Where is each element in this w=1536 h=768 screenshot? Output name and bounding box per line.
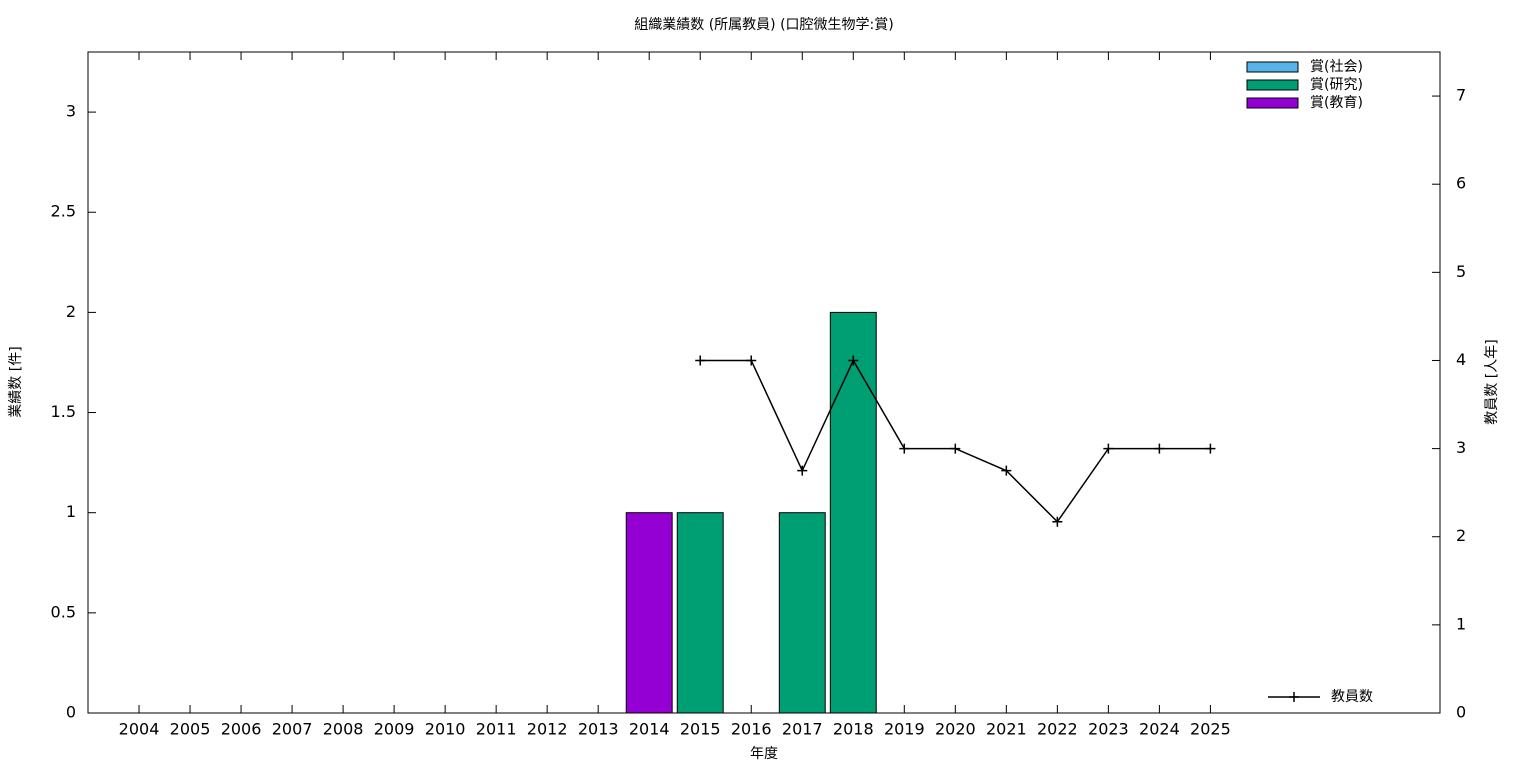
point: [797, 465, 808, 476]
x-tick-label: 2010: [425, 720, 466, 739]
y2-tick-label: 0: [1456, 703, 1466, 722]
point: [1205, 443, 1216, 454]
x-tick-label: 2006: [221, 720, 262, 739]
plot-frame: [87, 51, 1441, 714]
y2-tick-label: 6: [1456, 174, 1466, 193]
y-tick-label: 0: [66, 703, 76, 722]
x-tick-label: 2012: [527, 720, 568, 739]
x-tick-label: 2009: [374, 720, 415, 739]
x-tick-label: 2005: [170, 720, 211, 739]
y-axis-label: 業績数 [件]: [8, 346, 24, 417]
point: [1001, 465, 1012, 476]
legend-swatch: [1246, 61, 1299, 73]
bar: [676, 512, 724, 714]
y2-tick-label: 1: [1456, 614, 1466, 633]
x-tick-label: 2018: [833, 720, 874, 739]
x-tick-label: 2007: [272, 720, 313, 739]
point: [848, 355, 859, 366]
bar: [829, 311, 877, 714]
x-tick-label: 2017: [782, 720, 823, 739]
legend-swatch: [1246, 97, 1299, 109]
y2-tick-label: 7: [1456, 86, 1466, 105]
point: [695, 355, 706, 366]
legend-label: 賞(教育): [1310, 95, 1363, 111]
point: [1154, 443, 1165, 454]
x-tick-label: 2025: [1190, 720, 1231, 739]
y-tick-label: 3: [66, 102, 76, 121]
legend-label: 賞(研究): [1310, 77, 1363, 93]
y-tick-label: 0.5: [51, 602, 76, 621]
legend-label: 教員数: [1331, 689, 1373, 705]
point: [899, 443, 910, 454]
x-tick-label: 2011: [476, 720, 517, 739]
x-tick-label: 2021: [986, 720, 1027, 739]
bar: [778, 512, 826, 714]
x-tick-label: 2019: [884, 720, 925, 739]
x-tick-label: 2015: [680, 720, 721, 739]
legend-point: [1289, 692, 1299, 702]
bar: [625, 512, 673, 714]
x-tick-label: 2013: [578, 720, 619, 739]
x-tick-label: 2023: [1088, 720, 1129, 739]
x-tick-label: 2004: [119, 720, 160, 739]
line: [700, 358, 1211, 523]
y2-tick-label: 3: [1456, 438, 1466, 457]
y2-axis-label: 教員数 [人年]: [1484, 339, 1500, 424]
legend-label: 賞(社会): [1310, 59, 1363, 75]
y2-tick-label: 2: [1456, 526, 1466, 545]
y2-tick-label: 4: [1456, 350, 1466, 369]
y-tick-label: 1: [66, 502, 76, 521]
x-tick-label: 2008: [323, 720, 364, 739]
point: [1052, 516, 1063, 527]
x-tick-label: 2016: [731, 720, 772, 739]
x-tick-label: 2022: [1037, 720, 1078, 739]
y-tick-label: 2: [66, 302, 76, 321]
legend-swatch: [1246, 79, 1299, 91]
chart-title: 組織業績数 (所属教員) (口腔微生物学:賞): [634, 17, 893, 33]
y2-tick-label: 5: [1456, 262, 1466, 281]
y-tick-label: 2.5: [51, 202, 76, 221]
x-tick-label: 2014: [629, 720, 670, 739]
x-tick-label: 2020: [935, 720, 976, 739]
point: [1103, 443, 1114, 454]
y-tick-label: 1.5: [51, 402, 76, 421]
point: [746, 355, 757, 366]
point: [950, 443, 961, 454]
x-tick-label: 2024: [1139, 720, 1180, 739]
x-axis-label: 年度: [750, 746, 778, 762]
